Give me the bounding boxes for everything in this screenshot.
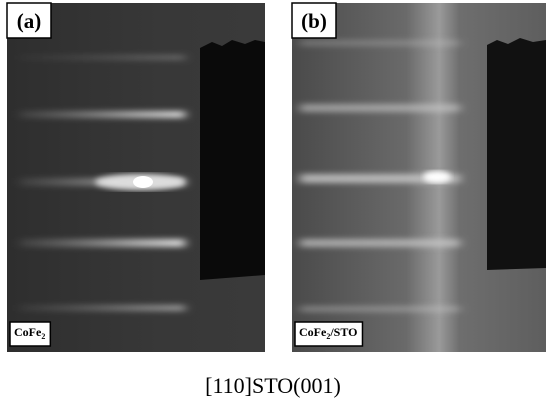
caption-box [294,321,364,347]
label-box [291,2,337,39]
caption-part: CoFe [299,325,327,339]
rheed-image-a [7,3,265,352]
caption-part: 2 [326,332,330,341]
panel-label: (b) [301,9,327,33]
caption-part: /STO [329,325,357,339]
panel-label: (a) [17,9,42,33]
panel-caption: CoFe2 [14,325,45,341]
figure-caption: [110]STO(001) [205,373,341,398]
caption-part: 2 [41,332,45,341]
panel-caption: CoFe2/STO [299,325,357,341]
rheed-image-b [292,3,546,352]
label-box [6,2,52,39]
caption-box [9,321,52,347]
caption-part: CoFe [14,325,42,339]
